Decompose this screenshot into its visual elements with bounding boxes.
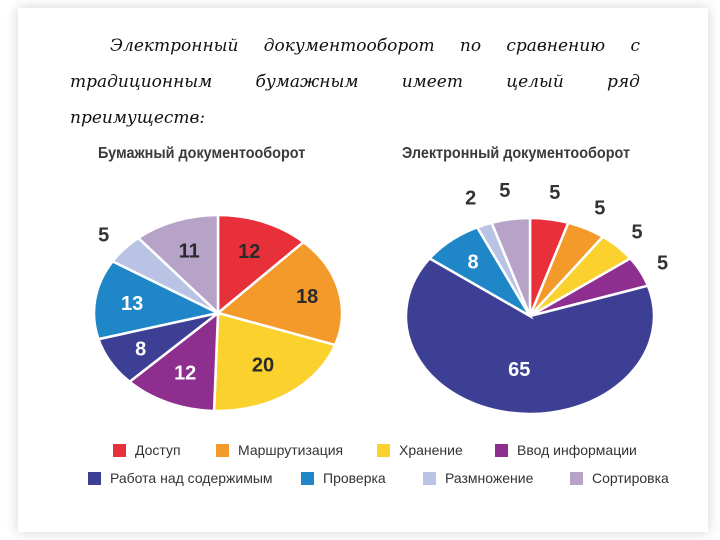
pie-value-label: 2 (465, 188, 476, 210)
pie-value-label: 5 (98, 225, 109, 247)
legend-label: Работа над содержимым (110, 470, 273, 486)
legend-swatch (423, 471, 436, 485)
pie-value-label: 65 (508, 359, 530, 381)
paper-pie: 12 18 20 12 8 13 5 11 (92, 213, 344, 413)
intro-line-2: традиционным бумажным имеет целый ряд (70, 64, 640, 100)
legend-item-sort: Сортировка (570, 470, 669, 486)
legend-label: Доступ (135, 442, 181, 458)
pie-slice-check (92, 259, 222, 341)
intro-word: ряд (607, 72, 640, 92)
intro-word: с (630, 36, 640, 56)
intro-word: имеет (401, 72, 463, 92)
legend: Доступ Маршрутизация Хранение Ввод инфор… (88, 442, 678, 498)
intro-word: бумажным (255, 72, 359, 92)
intro-word: преимуществ: (70, 108, 206, 128)
legend-item-routing: Маршрутизация (216, 442, 343, 458)
intro-line-1: Электронный документооборот по сравнению… (70, 28, 640, 64)
legend-item-input: Ввод информации (495, 442, 637, 458)
pie-value-label: 20 (252, 355, 274, 377)
intro-word: документооборот (263, 36, 435, 56)
pie-value-label: 8 (468, 252, 479, 274)
pie-value-label: 8 (135, 338, 146, 360)
electronic-chart-title: Электронный документооборот (402, 145, 631, 162)
pie-slice-sort (136, 213, 220, 316)
intro-line-3: преимуществ: (70, 100, 640, 136)
legend-item-storage: Хранение (377, 442, 463, 458)
pie-slice-routing (215, 240, 344, 347)
legend-item-access: Доступ (113, 442, 181, 458)
pie-slice-sort (489, 216, 532, 317)
legend-swatch (216, 443, 229, 457)
pie-value-label: 12 (238, 241, 260, 263)
legend-label: Проверка (323, 470, 386, 486)
legend-swatch (377, 443, 390, 457)
legend-label: Ввод информации (517, 442, 637, 458)
legend-label: Маршрутизация (238, 442, 344, 458)
legend-row-2: Работа над содержимым Проверка Размножен… (88, 470, 678, 498)
legend-label: Сортировка (592, 470, 669, 486)
legend-item-check: Проверка (301, 470, 386, 486)
intro-word: традиционным (70, 72, 213, 92)
legend-swatch (113, 443, 126, 457)
legend-swatch (495, 443, 508, 457)
pie-value-label: 11 (179, 240, 200, 262)
pie-value-label: 5 (631, 222, 642, 244)
intro-word: по (459, 36, 482, 56)
intro-word: целый (506, 72, 564, 92)
legend-item-copy: Размножение (423, 470, 533, 486)
pie-value-label: 5 (594, 198, 605, 220)
pie-slice-storage (212, 311, 337, 413)
legend-row-1: Доступ Маршрутизация Хранение Ввод инфор… (88, 442, 678, 470)
legend-swatch (88, 471, 101, 485)
pie-value-label: 5 (657, 253, 668, 275)
pie-value-label: 13 (121, 293, 143, 315)
pie-slice-content (404, 256, 656, 416)
legend-swatch (301, 471, 314, 485)
legend-label: Размножение (445, 470, 534, 486)
legend-label: Хранение (399, 442, 463, 458)
legend-swatch (570, 471, 583, 485)
intro-word: сравнению (506, 36, 606, 56)
pie-value-label: 5 (549, 182, 560, 204)
pie-slice-input (127, 310, 220, 413)
intro-word: Электронный (110, 36, 239, 56)
pie-value-label: 18 (296, 286, 318, 308)
pie-value-label: 5 (499, 180, 510, 202)
pie-value-label: 12 (174, 362, 196, 384)
intro-text: Электронный документооборот по сравнению… (70, 28, 640, 136)
legend-item-content: Работа над содержимым (88, 470, 273, 486)
pie-slice-access (216, 213, 306, 316)
paper-chart-title: Бумажный документооборот (98, 145, 306, 162)
